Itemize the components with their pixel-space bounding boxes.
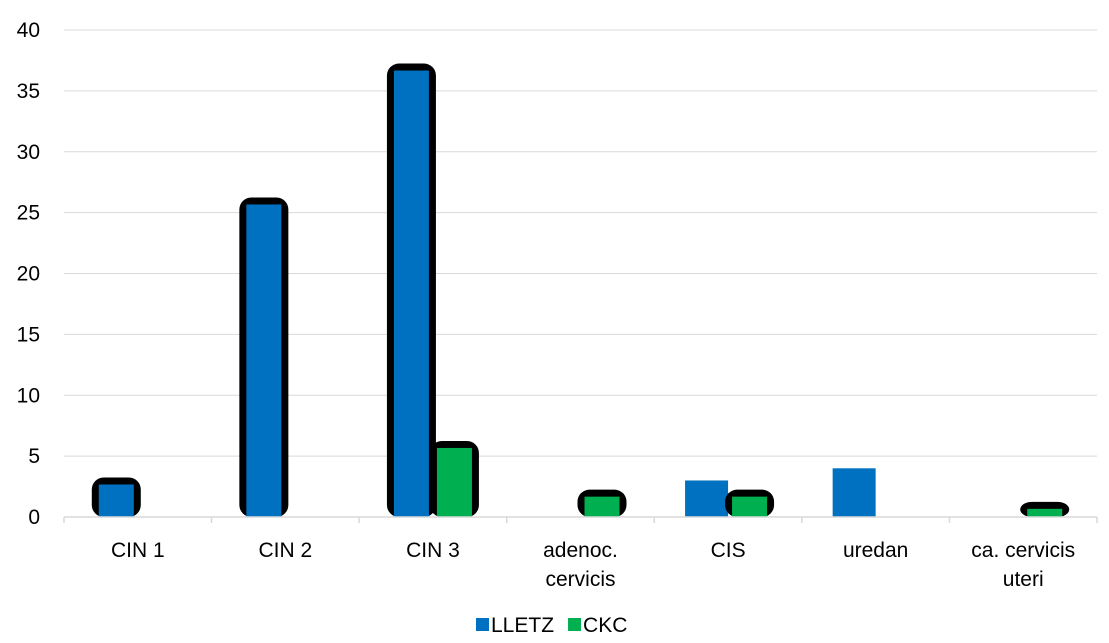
bar-ckc xyxy=(436,447,472,517)
legend-swatch-ckc xyxy=(568,618,582,631)
bar-ckc xyxy=(1027,508,1063,517)
y-tick-label: 20 xyxy=(17,263,40,286)
y-tick-label: 15 xyxy=(17,323,40,346)
bar-ckc xyxy=(732,496,768,517)
y-tick-label: 30 xyxy=(17,141,40,164)
bars xyxy=(91,63,1070,518)
x-tick-label: CIS xyxy=(711,539,746,562)
x-axis xyxy=(63,516,1098,523)
bar-lletz xyxy=(98,484,134,517)
legend: LLETZ CKC xyxy=(476,614,627,637)
bar-lletz xyxy=(685,480,729,517)
y-tick-label: 0 xyxy=(28,506,40,529)
legend-label-ckc: CKC xyxy=(583,614,627,637)
x-tick-label: uredan xyxy=(843,539,908,562)
y-tick-label: 5 xyxy=(28,445,40,468)
x-tick-label: CIN 2 xyxy=(259,539,313,562)
bar-lletz xyxy=(393,70,429,518)
y-axis-ticks: 0 5 10 15 20 25 30 35 40 xyxy=(17,19,40,529)
legend-swatch-lletz xyxy=(476,618,489,631)
y-tick-label: 40 xyxy=(17,19,40,42)
y-tick-label: 25 xyxy=(17,202,40,225)
x-tick-label: ca. cervicis uteri xyxy=(971,539,1075,591)
category-labels: CIN 1 CIN 2 CIN 3 adenoc. cervicis CIS uredan c… xyxy=(111,539,1075,591)
bar-lletz xyxy=(832,468,876,517)
x-tick-label: CIN 1 xyxy=(111,539,165,562)
y-tick-label: 10 xyxy=(17,384,40,407)
legend-label-lletz: LLETZ xyxy=(491,614,554,637)
gridlines xyxy=(64,29,1097,457)
bar-lletz xyxy=(246,204,282,517)
y-tick-label: 35 xyxy=(17,80,40,103)
x-tick-label: adenoc. cervicis xyxy=(543,539,618,591)
x-tick-label: CIN 3 xyxy=(406,539,460,562)
bar-ckc xyxy=(584,496,620,517)
